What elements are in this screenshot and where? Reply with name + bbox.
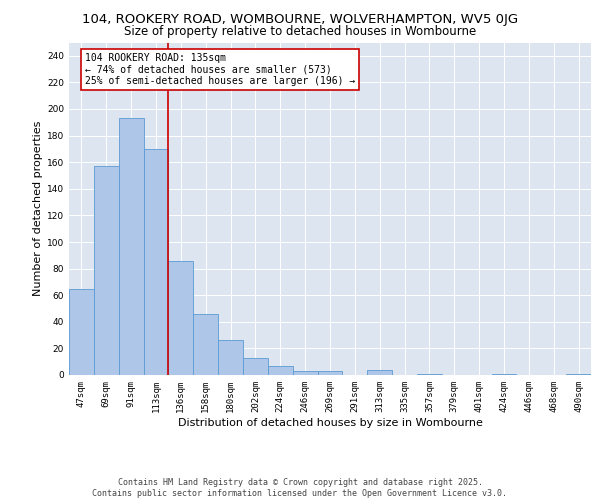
Bar — [367, 370, 392, 375]
Bar — [317, 371, 343, 375]
Bar — [94, 166, 119, 375]
Bar — [491, 374, 517, 375]
Bar — [566, 374, 591, 375]
Bar — [169, 260, 193, 375]
Text: Contains HM Land Registry data © Crown copyright and database right 2025.
Contai: Contains HM Land Registry data © Crown c… — [92, 478, 508, 498]
Bar — [193, 314, 218, 375]
X-axis label: Distribution of detached houses by size in Wombourne: Distribution of detached houses by size … — [178, 418, 482, 428]
Bar — [293, 371, 317, 375]
Bar — [69, 288, 94, 375]
Bar — [268, 366, 293, 375]
Bar — [143, 149, 169, 375]
Text: 104 ROOKERY ROAD: 135sqm
← 74% of detached houses are smaller (573)
25% of semi-: 104 ROOKERY ROAD: 135sqm ← 74% of detach… — [85, 53, 355, 86]
Y-axis label: Number of detached properties: Number of detached properties — [33, 121, 43, 296]
Bar — [243, 358, 268, 375]
Text: 104, ROOKERY ROAD, WOMBOURNE, WOLVERHAMPTON, WV5 0JG: 104, ROOKERY ROAD, WOMBOURNE, WOLVERHAMP… — [82, 12, 518, 26]
Bar — [119, 118, 143, 375]
Bar — [417, 374, 442, 375]
Text: Size of property relative to detached houses in Wombourne: Size of property relative to detached ho… — [124, 25, 476, 38]
Bar — [218, 340, 243, 375]
